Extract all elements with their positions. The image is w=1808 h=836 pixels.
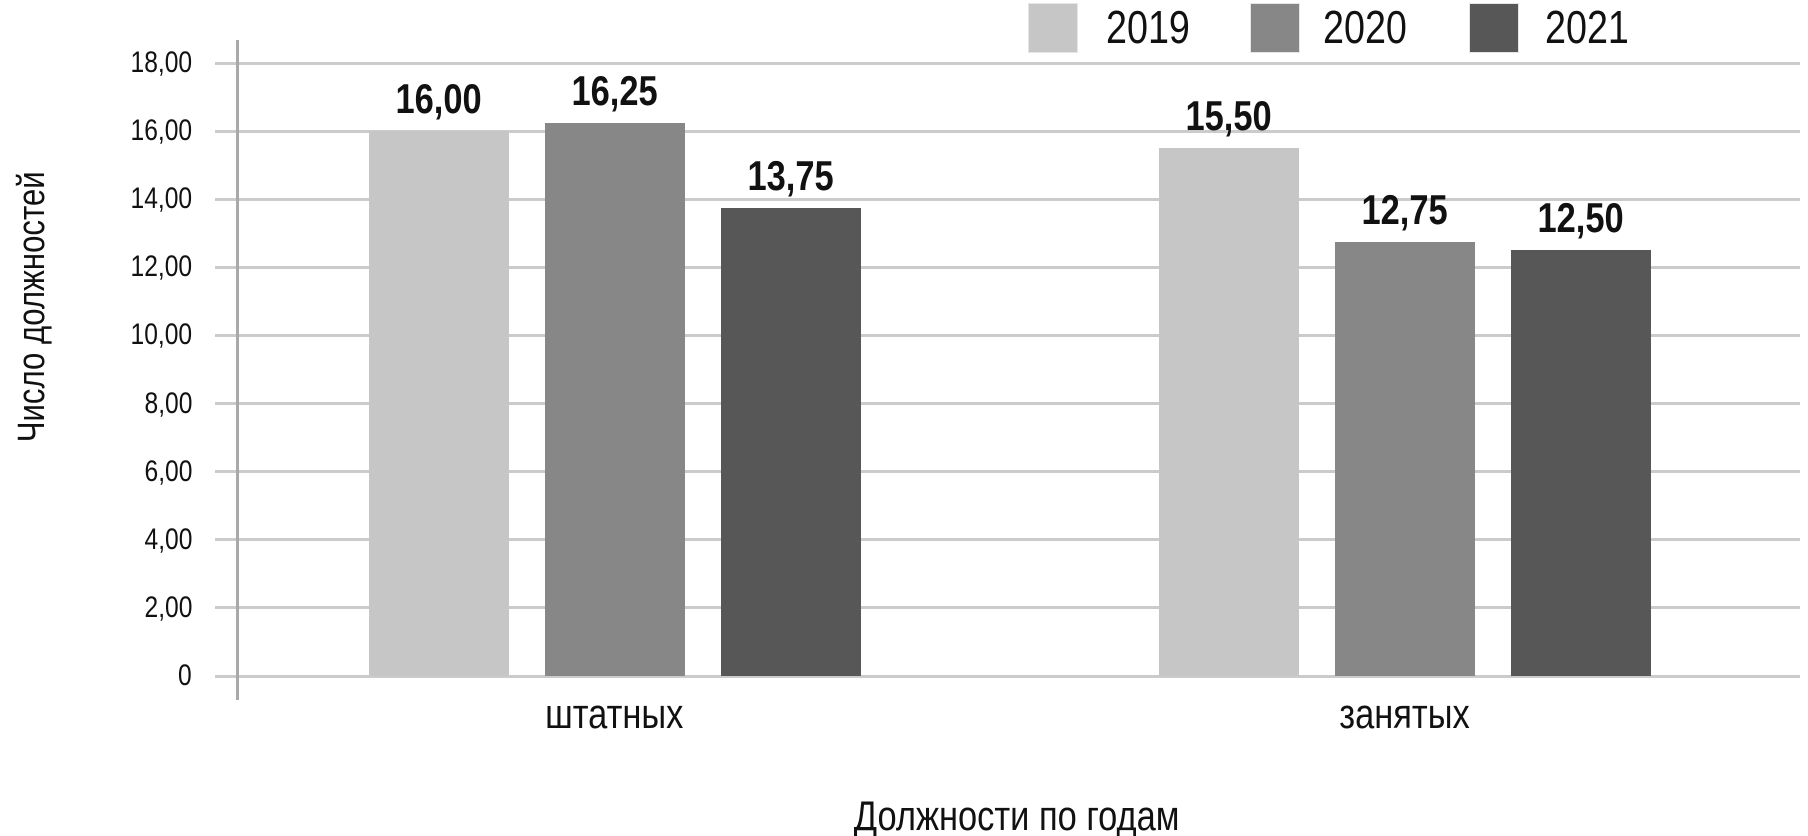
bar-value-занятых-2019: 15,50 [1185,92,1272,140]
bar-value-штатных-2019: 16,00 [395,75,482,123]
bar-value-занятых-2021: 12,50 [1537,194,1624,242]
legend-swatch-2021 [1469,3,1519,53]
bar-value-штатных-2021: 13,75 [747,151,834,199]
category-label-zanyatykh: занятых [1338,690,1470,737]
gridline-y-4 [215,538,1800,542]
legend-item-2021: 2021 [1469,0,1669,58]
y-tick-label-12: 12,00 [130,250,192,284]
y-axis-title: Число должностей [11,171,53,443]
bar-value-штатных-2020: 16,25 [571,66,658,114]
legend-label-2019: 2019 [1106,1,1190,53]
gridline-y-16 [215,129,1800,133]
legend-label-2021: 2021 [1545,1,1629,53]
y-tick-label-16: 16,00 [130,114,192,148]
legend-label-2020: 2020 [1323,1,1407,53]
chart-legend: 2019 2020 2021 [0,0,1808,58]
legend-item-2019: 2019 [1028,0,1228,58]
y-tick-label-14: 14,00 [130,182,192,216]
legend-item-2020: 2020 [1250,0,1450,58]
y-tick-label-8: 8,00 [144,386,192,420]
gridline-y-2 [215,606,1800,610]
gridline-y-6 [215,470,1800,474]
bar-value-занятых-2020: 12,75 [1361,185,1448,233]
y-tick-label-2: 2,00 [144,590,192,624]
y-axis-line [236,40,239,700]
legend-swatch-2019 [1028,3,1078,53]
legend-swatch-2020 [1250,3,1300,53]
gridline-y-0 [215,674,1800,678]
bar-занятых-2021 [1510,250,1651,676]
category-label-shtatnykh: штатных [544,690,684,737]
y-tick-label-18: 18,00 [130,46,192,79]
x-axis-title: Должности по годам [854,792,1180,836]
gridline-y-14 [215,197,1800,201]
bar-занятых-2019 [1158,148,1299,676]
y-tick-label-10: 10,00 [130,318,192,352]
gridline-y-18 [215,61,1800,65]
bar-занятых-2020 [1334,241,1475,676]
y-tick-label-4: 4,00 [144,522,192,556]
gridline-y-10 [215,333,1800,337]
y-tick-label-0: 0 [178,659,192,692]
bar-штатных-2021 [720,207,861,676]
bar-штатных-2019 [368,131,509,676]
bar-штатных-2020 [544,122,685,676]
y-tick-label-6: 6,00 [144,454,192,488]
gridline-y-8 [215,402,1800,406]
gridline-y-12 [215,265,1800,269]
